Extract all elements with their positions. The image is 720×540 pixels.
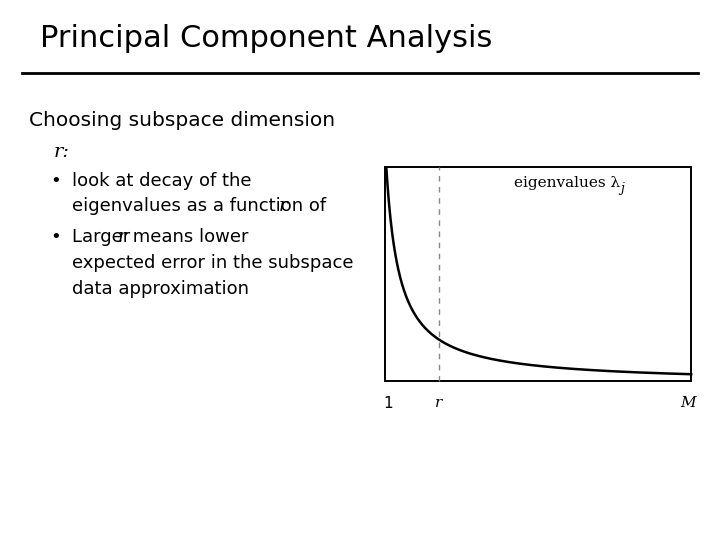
- Text: •: •: [50, 172, 61, 190]
- Text: eigenvalues as a function of: eigenvalues as a function of: [72, 197, 338, 215]
- Text: r: r: [118, 228, 127, 246]
- Text: means lower: means lower: [127, 228, 249, 246]
- Text: eigenvalues λ: eigenvalues λ: [514, 176, 620, 190]
- Text: 1: 1: [383, 396, 393, 411]
- Text: expected error in the subspace: expected error in the subspace: [72, 254, 354, 272]
- Text: j: j: [621, 182, 624, 195]
- Text: Larger: Larger: [72, 228, 136, 246]
- Text: r: r: [435, 396, 442, 410]
- Text: data approximation: data approximation: [72, 280, 249, 298]
- Text: r:: r:: [54, 143, 70, 161]
- Text: r: r: [279, 197, 287, 215]
- Bar: [385, 167, 691, 381]
- Text: M: M: [680, 396, 696, 410]
- Text: Choosing subspace dimension: Choosing subspace dimension: [29, 111, 335, 130]
- Text: look at decay of the: look at decay of the: [72, 172, 251, 190]
- Text: Principal Component Analysis: Principal Component Analysis: [40, 24, 492, 53]
- Text: •: •: [50, 228, 61, 246]
